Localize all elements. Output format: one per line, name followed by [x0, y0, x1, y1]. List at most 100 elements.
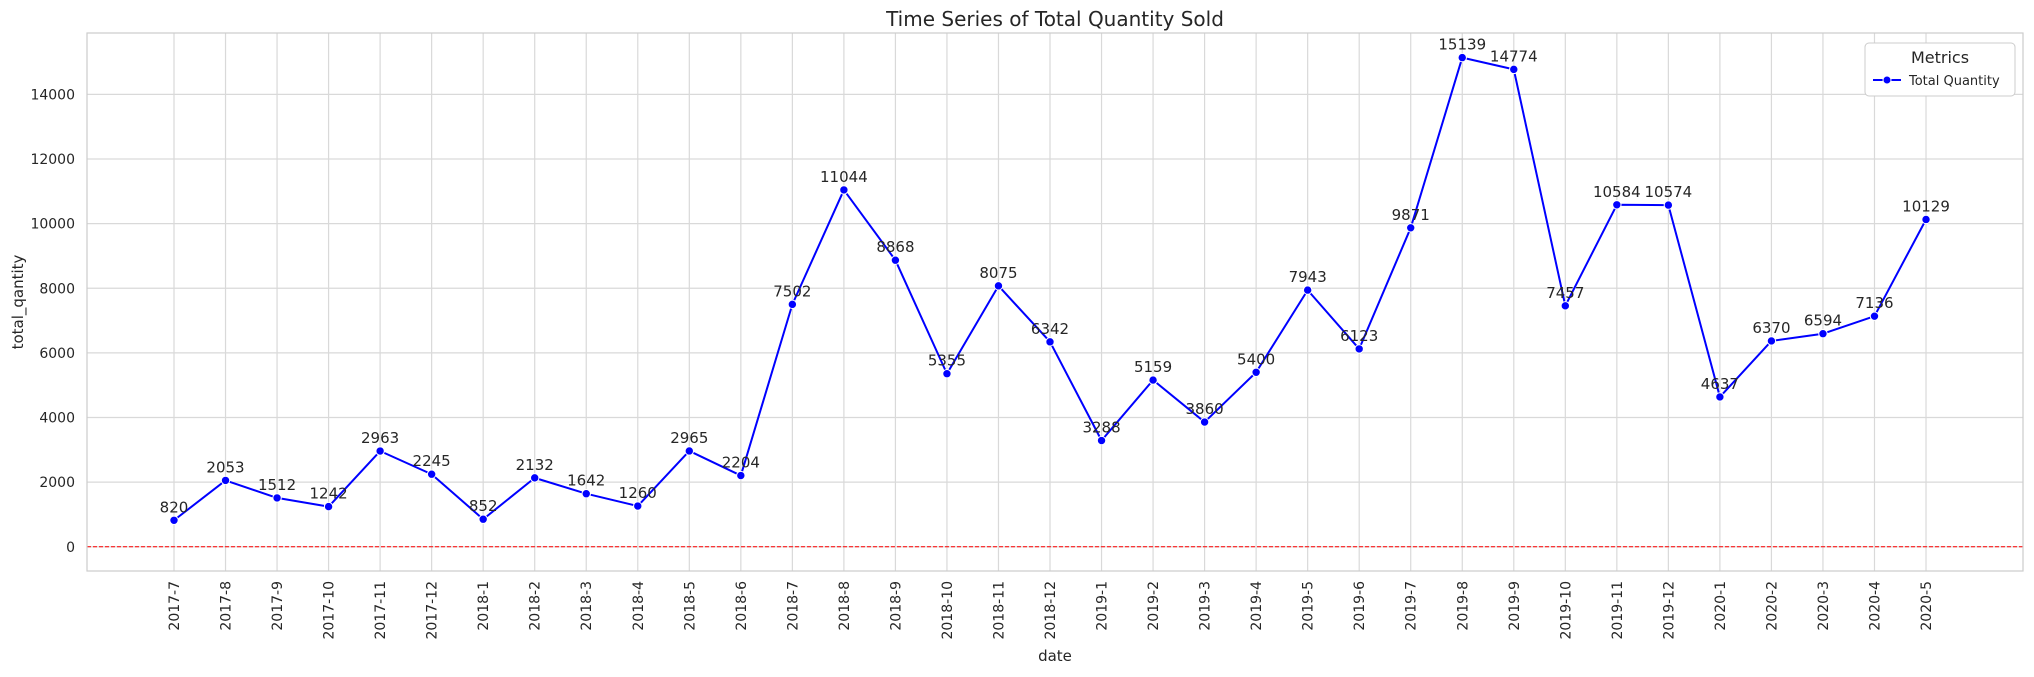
y-tick-label: 10000: [30, 217, 75, 233]
data-label: 3860: [1186, 400, 1224, 418]
data-point: [272, 493, 282, 503]
data-label: 7457: [1546, 284, 1584, 302]
x-axis-label: date: [1038, 647, 1072, 665]
x-tick-label: 2018-8: [837, 581, 853, 631]
data-label: 5400: [1237, 350, 1275, 368]
data-label: 2963: [361, 429, 399, 447]
y-tick-label: 6000: [39, 346, 75, 362]
x-tick-label: 2020-2: [1764, 581, 1780, 631]
data-point: [684, 446, 694, 456]
series-total-quantity: [169, 52, 1931, 525]
data-label: 5159: [1134, 358, 1172, 376]
y-tick-label: 0: [66, 540, 75, 556]
data-label: 10129: [1902, 197, 1950, 215]
y-tick-label: 14000: [30, 87, 75, 103]
data-label: 3288: [1082, 419, 1120, 437]
data-label: 11044: [820, 168, 868, 186]
data-point: [839, 185, 849, 195]
x-tick-label: 2020-4: [1867, 581, 1883, 631]
data-point: [993, 281, 1004, 291]
data-label: 6123: [1340, 327, 1378, 345]
data-point: [942, 369, 952, 379]
data-label: 10584: [1593, 183, 1641, 201]
x-tick-label: 2019-2: [1146, 581, 1162, 631]
data-labels: 820 2053 1512 1242 2963 2245 852 2132 1642 1260 29…: [160, 36, 1950, 517]
data-label: 6342: [1031, 320, 1069, 338]
x-tick-label: 2019-6: [1352, 581, 1368, 631]
x-tick-label: 2019-12: [1661, 581, 1677, 640]
data-label: 1260: [619, 484, 657, 502]
x-tick-label: 2020-1: [1713, 581, 1729, 631]
x-tick-labels: 2017-7 2017-8 2017-9 2017-10 2017-11 2017-12 2…: [167, 581, 1935, 640]
data-label: 852: [469, 497, 498, 515]
data-point: [1663, 200, 1674, 210]
data-label: 1512: [258, 476, 296, 494]
y-tick-labels: 0 2000 4000 6000 8000 10000 12000 14000: [30, 87, 75, 555]
x-tick-label: 2018-9: [888, 581, 904, 631]
data-label: 8868: [876, 238, 914, 256]
data-label: 14774: [1490, 47, 1538, 65]
data-label: 2245: [413, 452, 451, 470]
data-point: [1766, 336, 1777, 346]
x-tick-label: 2017-8: [219, 581, 235, 631]
data-label: 2053: [206, 458, 244, 476]
data-point: [1921, 214, 1931, 225]
y-tick-label: 8000: [39, 281, 75, 297]
data-label: 6370: [1752, 319, 1790, 337]
x-tick-label: 2018-11: [991, 581, 1007, 640]
x-tick-label: 2019-8: [1455, 581, 1471, 631]
x-tick-label: 2018-2: [528, 581, 544, 631]
data-label: 7136: [1855, 294, 1893, 312]
x-tick-label: 2019-11: [1610, 581, 1626, 640]
x-tick-label: 2017-9: [270, 581, 286, 631]
plot-background: [87, 33, 2023, 571]
data-point: [1148, 375, 1158, 385]
y-tick-label: 12000: [30, 152, 75, 168]
x-tick-label: 2019-3: [1198, 581, 1214, 631]
data-label: 820: [160, 498, 189, 516]
x-tick-label: 2018-4: [631, 581, 647, 631]
x-tick-label: 2017-11: [373, 581, 389, 640]
data-point: [1251, 367, 1261, 377]
data-point: [478, 514, 488, 524]
data-point: [323, 501, 334, 512]
data-point: [1715, 392, 1725, 402]
x-tick-label: 2019-1: [1095, 581, 1111, 631]
data-point: [1199, 417, 1210, 427]
data-label: 4637: [1701, 375, 1739, 393]
x-tick-label: 2019-10: [1558, 581, 1574, 640]
data-label: 2965: [670, 429, 708, 447]
x-tick-label: 2017-7: [167, 581, 183, 631]
x-tick-label: 2019-4: [1249, 581, 1265, 631]
x-tick-label: 2018-3: [579, 581, 595, 631]
data-point: [633, 501, 643, 511]
data-point: [1406, 223, 1416, 233]
legend-box: [1864, 42, 2016, 97]
data-point: [890, 255, 901, 265]
data-label: 7943: [1289, 268, 1327, 286]
data-point: [736, 470, 746, 481]
y-axis-label: total_qantity: [9, 254, 28, 349]
data-label: 2132: [516, 456, 554, 474]
legend-title: Metrics: [1911, 48, 1969, 67]
legend-marker: [1882, 75, 1892, 85]
x-tick-label: 2019-7: [1404, 581, 1420, 631]
data-point: [169, 515, 179, 525]
x-tick-label: 2019-5: [1301, 581, 1317, 631]
data-label: 8075: [979, 264, 1017, 282]
data-point: [1045, 337, 1055, 347]
data-point: [1509, 64, 1519, 75]
x-tick-label: 2020-3: [1816, 581, 1832, 631]
x-tick-label: 2018-10: [940, 581, 956, 640]
data-point: [375, 446, 385, 456]
data-point: [1818, 328, 1828, 339]
data-point: [1457, 52, 1467, 63]
x-tick-label: 2018-6: [734, 581, 750, 631]
x-tick-label: 2018-5: [682, 581, 698, 631]
legend: Metrics Total Quantity: [1864, 42, 2016, 97]
data-label: 10574: [1645, 183, 1693, 201]
y-tick-label: 2000: [39, 475, 75, 491]
data-label: 1642: [567, 472, 605, 490]
